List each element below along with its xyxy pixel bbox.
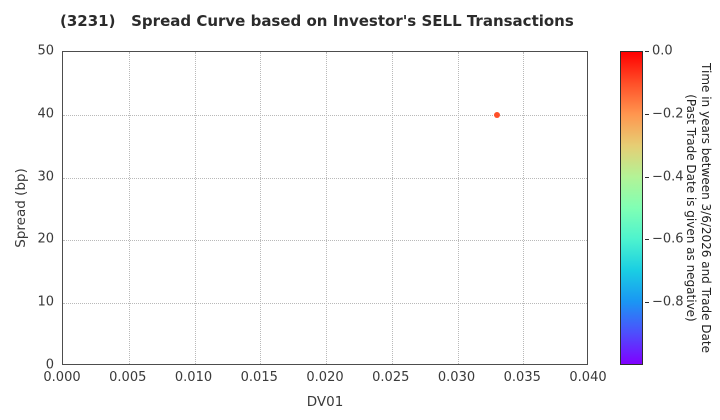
colorbar-tick-mark: [645, 239, 649, 241]
chart-title: (3231) Spread Curve based on Investor's …: [60, 12, 574, 30]
x-axis-label: DV01: [306, 394, 344, 410]
colorbar: [620, 51, 643, 365]
colorbar-tick-label: −0.8: [652, 294, 684, 310]
y-tick-label: 10: [37, 294, 54, 310]
colorbar-tick-label: −0.2: [652, 106, 684, 122]
y-tick-label: 20: [37, 231, 54, 247]
plot-area: [62, 51, 588, 365]
colorbar-tick-mark: [645, 113, 649, 115]
gridline-vertical: [194, 52, 196, 364]
colorbar-label: Time in years between 3/6/2026 and Trade…: [684, 63, 713, 353]
y-tick-label: 40: [37, 106, 54, 122]
x-tick-label: 0.040: [569, 370, 607, 385]
gridline-vertical: [128, 52, 130, 364]
gridline-vertical: [260, 52, 262, 364]
x-tick-label: 0.025: [372, 370, 410, 385]
x-tick-label: 0.015: [240, 370, 278, 385]
y-tick-label: 50: [37, 43, 54, 59]
x-tick-label: 0.000: [43, 370, 81, 385]
colorbar-tick-mark: [645, 302, 649, 304]
gridline-horizontal: [63, 240, 587, 242]
x-tick-label: 0.010: [174, 370, 213, 385]
gridline-vertical: [391, 52, 393, 364]
x-tick-label: 0.005: [109, 370, 147, 385]
x-tick-label: 0.020: [306, 370, 344, 385]
gridline-horizontal: [63, 303, 587, 305]
gridline-vertical: [457, 52, 459, 364]
colorbar-tick-label: 0.0: [652, 43, 673, 59]
gridline-horizontal: [63, 177, 587, 179]
y-tick-label: 30: [37, 169, 54, 185]
colorbar-tick-mark: [645, 51, 649, 52]
colorbar-tick-label: −0.4: [652, 169, 684, 185]
colorbar-tick-mark: [645, 176, 649, 178]
data-point: [493, 111, 500, 118]
gridline-horizontal: [63, 114, 587, 116]
gridline-vertical: [326, 52, 327, 364]
x-tick-label: 0.030: [437, 370, 476, 385]
gridline-vertical: [523, 52, 525, 364]
colorbar-tick-label: −0.6: [652, 231, 684, 247]
x-tick-label: 0.035: [503, 370, 541, 385]
y-tick-label: 0: [45, 357, 54, 373]
